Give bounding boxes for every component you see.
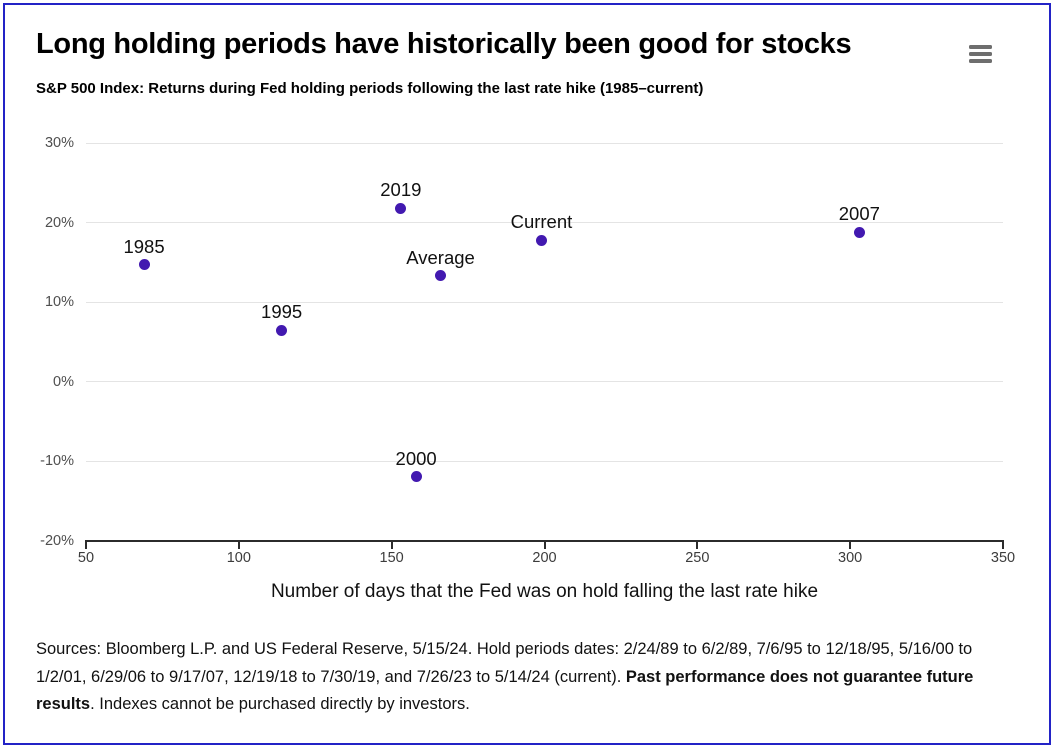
x-tick xyxy=(543,541,546,549)
gridline xyxy=(86,222,1003,224)
data-point-label: 2019 xyxy=(380,179,422,201)
menu-bar xyxy=(969,59,992,63)
x-tick-label: 200 xyxy=(532,550,557,566)
footnote-after-bold: . Indexes cannot be purchased directly b… xyxy=(90,695,470,713)
data-point-label: Average xyxy=(406,246,475,268)
data-point-label: Current xyxy=(510,211,573,233)
data-point[interactable] xyxy=(395,202,407,214)
x-axis-title: Number of days that the Fed was on hold … xyxy=(270,581,819,602)
hamburger-menu-button[interactable] xyxy=(969,45,993,65)
chart-subtitle: S&P 500 Index: Returns during Fed holdin… xyxy=(36,80,704,97)
x-tick xyxy=(390,541,393,549)
data-point-label: 2007 xyxy=(838,203,880,225)
data-point[interactable] xyxy=(276,324,288,336)
x-tick xyxy=(237,541,240,549)
gridline xyxy=(86,381,1003,383)
y-tick-label: 20% xyxy=(44,214,74,231)
x-tick xyxy=(85,541,87,549)
data-point-label: 1985 xyxy=(123,235,165,257)
x-tick-label: 300 xyxy=(838,550,863,566)
data-point[interactable] xyxy=(535,234,547,246)
y-tick-label: 0% xyxy=(53,373,74,390)
gridline xyxy=(86,142,1003,144)
x-tick-label: 250 xyxy=(685,550,710,566)
gridline xyxy=(86,460,1003,462)
data-point-label: 1995 xyxy=(261,301,303,323)
menu-bar xyxy=(969,52,992,56)
x-tick xyxy=(1002,541,1004,549)
data-point-label: 2000 xyxy=(395,447,437,469)
x-tick-label: 100 xyxy=(226,550,251,566)
footnote: Sources: Bloomberg L.P. and US Federal R… xyxy=(36,636,994,719)
y-tick-label: -10% xyxy=(40,453,74,470)
data-point[interactable] xyxy=(410,471,422,483)
hamburger-menu-icon xyxy=(969,45,993,63)
data-point[interactable] xyxy=(853,226,865,238)
footnote-sources: Sources: Bloomberg L.P. and US Federal R… xyxy=(36,640,973,686)
x-axis-line xyxy=(85,539,1004,542)
x-tick-label: 50 xyxy=(77,550,95,566)
data-point[interactable] xyxy=(138,259,150,271)
footnote-disclaimer-bold: Past performance does not guarantee futu… xyxy=(36,667,974,714)
gridline xyxy=(86,301,1003,303)
page-title: Long holding periods have historically b… xyxy=(36,28,852,60)
menu-bar xyxy=(969,45,992,49)
x-tick xyxy=(696,541,699,549)
data-point[interactable] xyxy=(435,270,447,282)
y-tick-label: 10% xyxy=(44,294,74,311)
y-tick-label: -20% xyxy=(40,533,74,549)
y-tick-label: 30% xyxy=(44,135,74,151)
x-tick xyxy=(849,541,852,549)
x-tick-label: 350 xyxy=(990,550,1016,566)
x-tick-label: 150 xyxy=(379,550,404,566)
